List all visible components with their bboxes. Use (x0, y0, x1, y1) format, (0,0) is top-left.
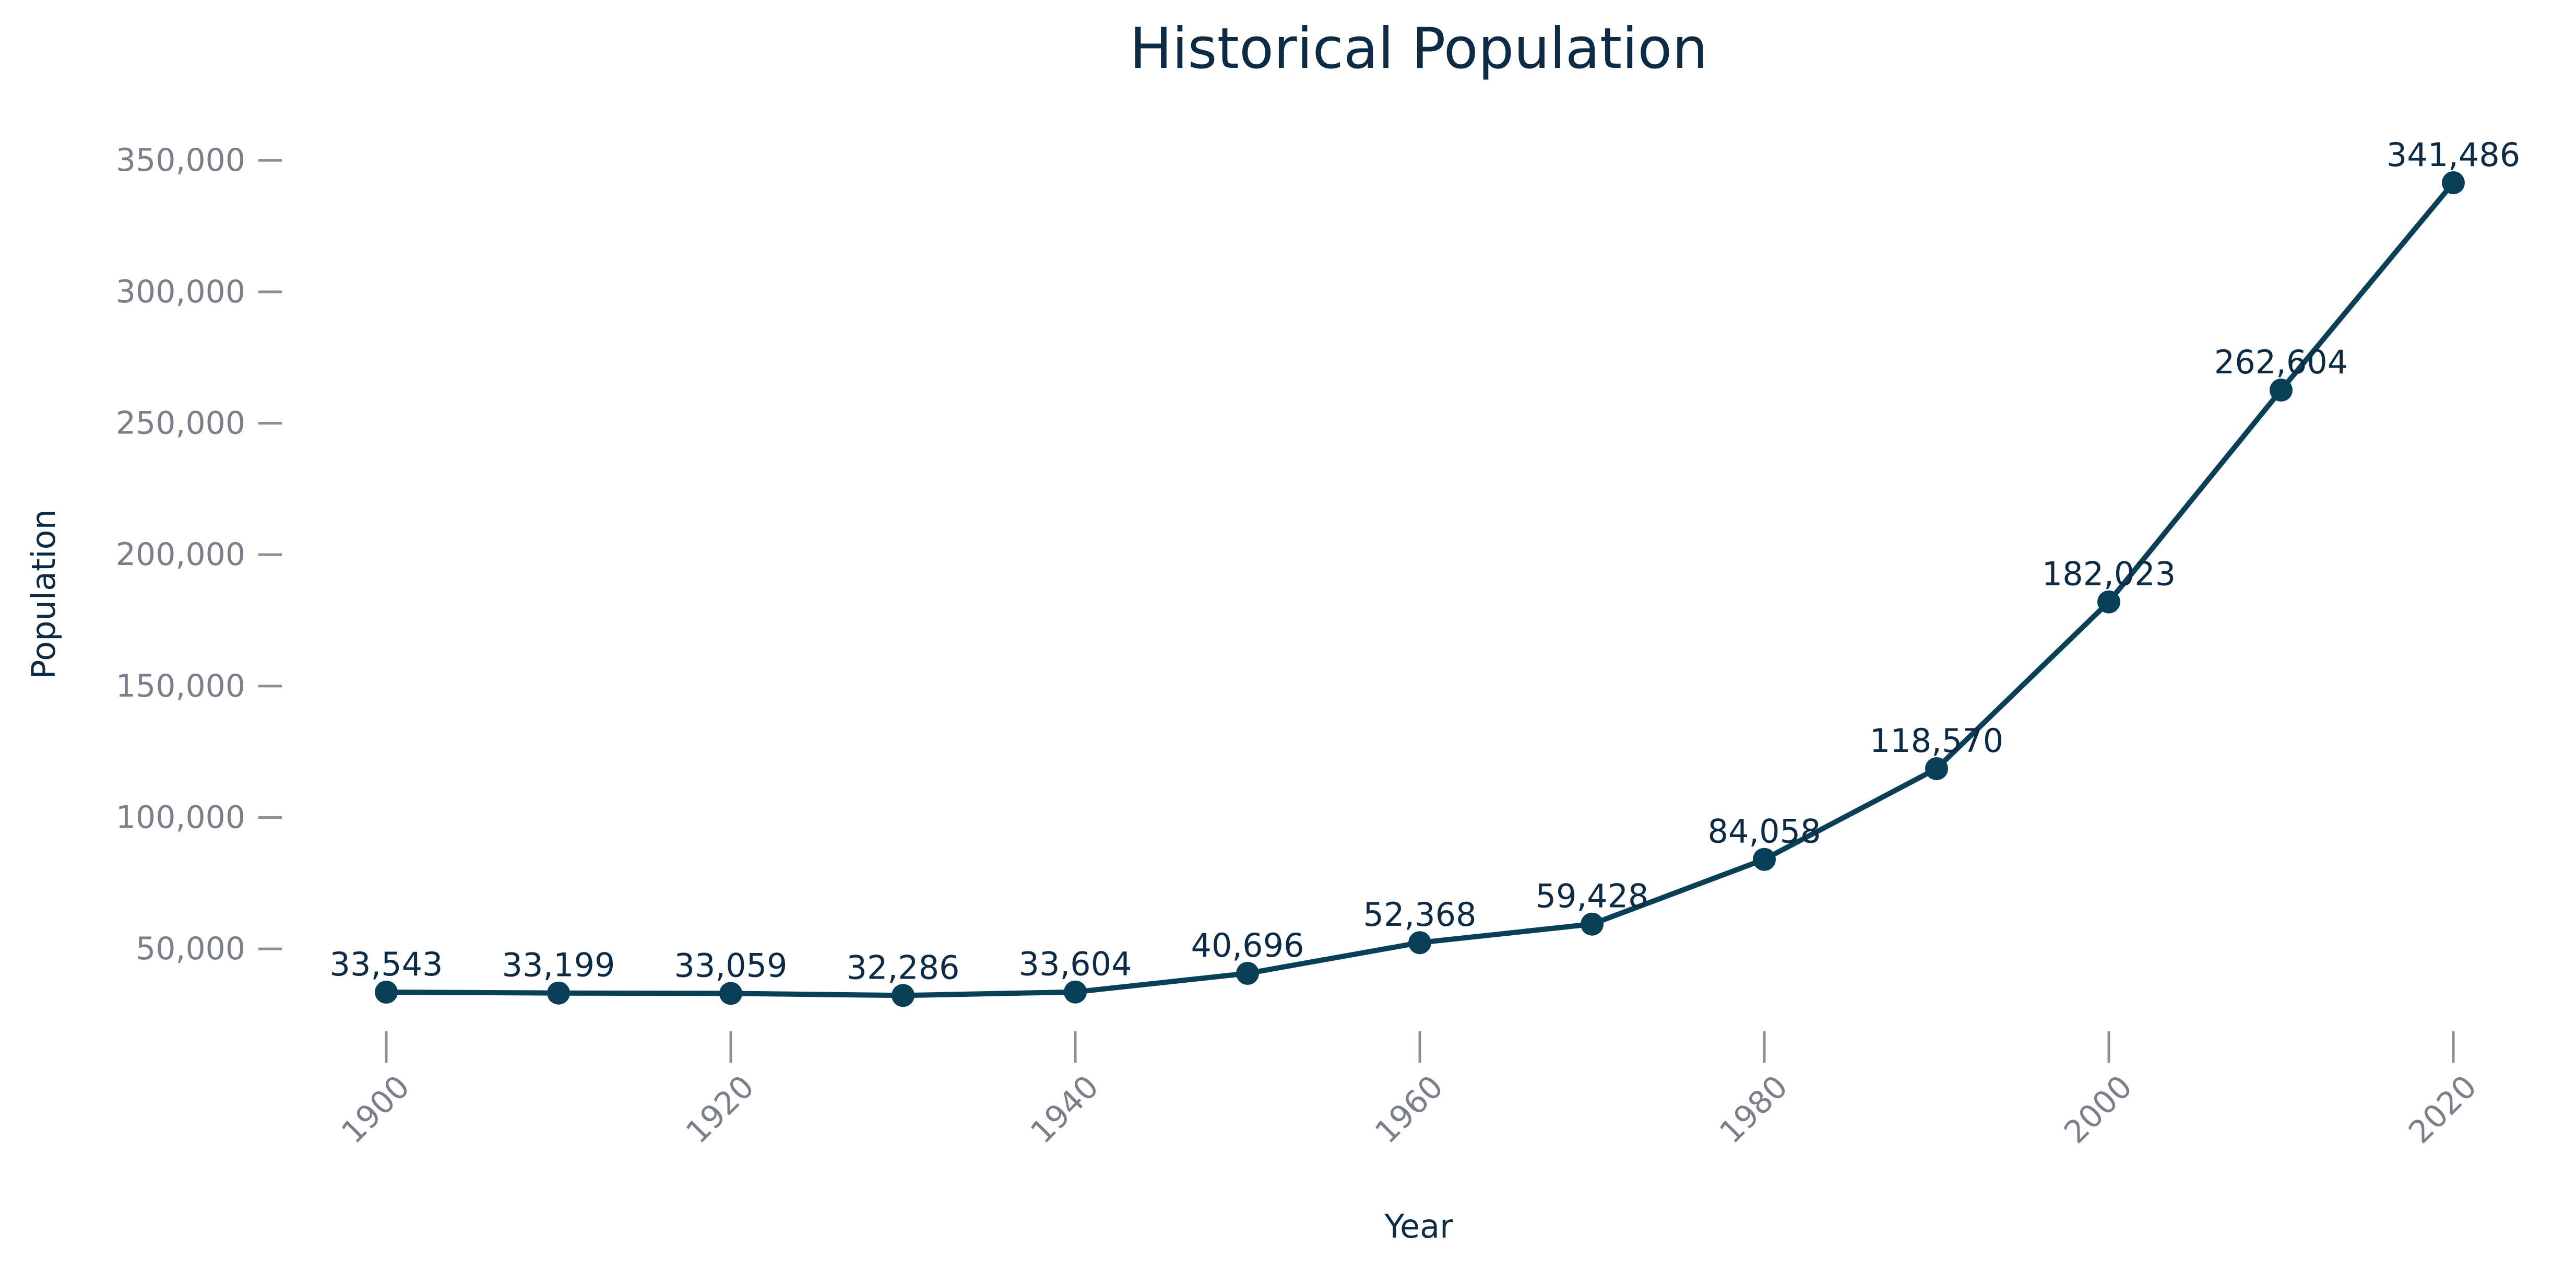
x-tick-label: 1980 (1713, 1068, 1795, 1150)
x-tick-label: 2020 (2402, 1068, 2484, 1150)
data-label: 341,486 (2387, 136, 2520, 174)
data-point (1925, 757, 1948, 781)
data-label: 262,604 (2214, 343, 2348, 381)
x-axis: 1900 1920 1940 1960 1980 2000 2020 (335, 1031, 2484, 1151)
x-tick-label: 2000 (2057, 1068, 2139, 1150)
chart-title: Historical Population (1130, 16, 1708, 81)
data-point (2270, 379, 2293, 402)
data-point (719, 982, 742, 1005)
data-label: 182,023 (2042, 555, 2176, 593)
data-label: 52,368 (1363, 896, 1477, 934)
data-point (1236, 961, 1259, 985)
x-axis-label: Year (1384, 1207, 1453, 1245)
data-label: 118,570 (1870, 722, 2003, 760)
y-tick-label: 50,000 (136, 931, 245, 967)
data-point (1581, 912, 1604, 936)
y-tick-label: 150,000 (116, 668, 245, 704)
data-labels: 33,543 33,199 33,059 32,286 33,604 40,696 52,3… (330, 136, 2521, 986)
data-label: 33,604 (1019, 945, 1132, 983)
data-points (375, 171, 2465, 1007)
data-label: 33,199 (502, 946, 615, 984)
x-tick-label: 1920 (679, 1068, 761, 1150)
data-label: 84,058 (1708, 813, 1821, 851)
data-label: 32,286 (847, 948, 960, 986)
x-tick-label: 1940 (1024, 1068, 1106, 1150)
data-label: 33,543 (330, 945, 443, 983)
data-point (2097, 590, 2120, 614)
y-tick-label: 300,000 (116, 274, 245, 310)
y-axis-label: Population (25, 509, 63, 679)
data-label: 40,696 (1191, 926, 1304, 964)
data-point (892, 984, 915, 1007)
data-label: 59,428 (1536, 877, 1649, 915)
x-tick-label: 1960 (1368, 1068, 1450, 1150)
y-axis: 50,000 100,000 150,000 200,000 250,000 300,00… (116, 142, 282, 967)
y-tick-label: 100,000 (116, 799, 245, 835)
data-point (1408, 931, 1431, 955)
data-point (547, 981, 570, 1005)
data-point (375, 981, 398, 1004)
data-point (1064, 980, 1087, 1004)
data-label: 33,059 (674, 946, 788, 984)
x-tick-label: 1900 (335, 1068, 417, 1150)
data-point (2442, 171, 2465, 194)
data-point (1753, 848, 1776, 871)
y-tick-label: 200,000 (116, 536, 245, 573)
y-tick-label: 350,000 (116, 142, 245, 179)
y-tick-label: 250,000 (116, 405, 245, 441)
